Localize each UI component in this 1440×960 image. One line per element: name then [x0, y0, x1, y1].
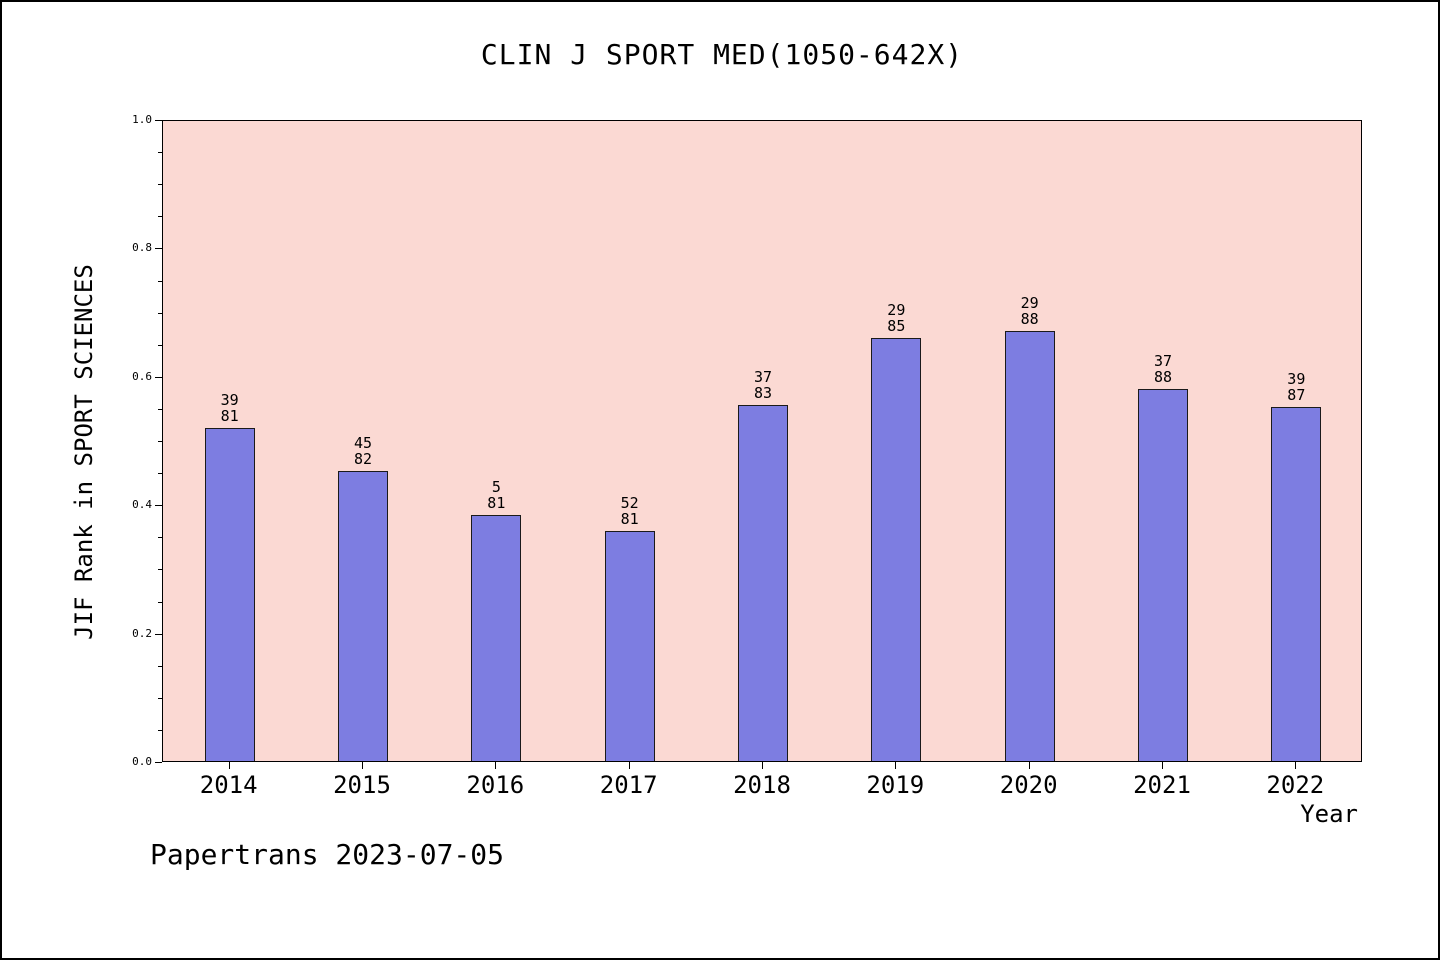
x-tick	[1028, 762, 1030, 769]
x-tick	[495, 762, 497, 769]
y-minor-tick	[158, 697, 162, 699]
bar-2019	[871, 338, 922, 761]
bar-2021	[1138, 389, 1188, 761]
x-tick-label: 2019	[866, 771, 925, 799]
y-minor-tick	[158, 569, 162, 571]
y-tick-label: 0.2	[132, 626, 152, 640]
y-minor-tick	[158, 152, 162, 154]
y-minor-tick	[158, 312, 162, 314]
bar-value-line: 87	[1287, 386, 1306, 404]
y-minor-tick	[158, 184, 162, 186]
bar-value-line: 37	[753, 368, 773, 386]
x-tick-label: 2015	[333, 771, 391, 799]
bar-value-label: 37 88	[1123, 353, 1203, 385]
bar-2020	[1004, 331, 1055, 761]
x-tick	[762, 762, 763, 769]
chart-title: CLIN J SPORT MED(1050-642X)	[480, 38, 964, 71]
bar-value-label: 5 81	[456, 479, 536, 511]
bar-value-line: 81	[620, 510, 639, 528]
x-axis-label: Year	[1300, 800, 1358, 828]
y-tick-label: 0.6	[132, 369, 152, 383]
bar-value-line: 29	[1020, 294, 1039, 312]
bar-value-label: 37 83	[723, 369, 803, 401]
y-minor-tick	[158, 216, 162, 218]
bar-value-line: 88	[1153, 368, 1173, 386]
y-tick-label: 0.8	[132, 241, 152, 255]
bar-value-line: 37	[1153, 352, 1173, 370]
y-axis-label: JIF Rank in SPORT SCIENCES	[70, 264, 98, 640]
x-tick-label: 2016	[466, 771, 525, 799]
bar-value-line: 39	[1287, 370, 1306, 388]
y-tick	[155, 376, 162, 378]
x-tick	[228, 762, 230, 769]
bar-value-label: 52 81	[590, 495, 670, 527]
bar-value-label: 29 88	[990, 295, 1070, 327]
y-minor-tick	[158, 344, 162, 346]
y-minor-tick	[158, 665, 162, 667]
bar-value-line: 52	[620, 494, 639, 512]
y-tick-label: 0.0	[132, 755, 152, 768]
bar-2018	[738, 405, 788, 761]
x-tick-label: 2021	[1133, 771, 1191, 799]
x-tick-label: 2022	[1266, 771, 1325, 799]
bar-2022	[1271, 407, 1322, 761]
y-minor-tick	[158, 280, 162, 282]
bar-value-label: 29 85	[856, 302, 936, 334]
y-tick	[155, 120, 162, 121]
bar-2016	[471, 515, 522, 761]
footer-watermark: Papertrans 2023-07-05	[150, 838, 505, 871]
y-tick	[155, 762, 162, 763]
bar-value-line: 82	[353, 450, 373, 468]
x-tick-label: 2020	[999, 771, 1058, 799]
bar-2015	[338, 471, 388, 761]
bar-value-label: 39 87	[1256, 371, 1336, 403]
bar-value-line: 45	[353, 434, 373, 452]
plot-area: 39 81 45 82 5 81 52 81 37 83 29 85 29 88 37 88 39 87	[162, 120, 1362, 762]
y-minor-tick	[158, 473, 162, 475]
x-tick	[362, 762, 363, 769]
x-tick-label: 2014	[199, 771, 258, 799]
x-tick	[1162, 762, 1163, 769]
bar-value-line: 81	[220, 407, 239, 425]
x-tick	[628, 762, 630, 769]
y-tick	[155, 633, 162, 635]
bar-value-line: 88	[1020, 310, 1039, 328]
x-tick-label: 2018	[733, 771, 791, 799]
bar-value-line: 39	[220, 391, 239, 409]
y-minor-tick	[158, 601, 162, 603]
y-minor-tick	[158, 729, 162, 731]
y-tick-label: 1.0	[132, 113, 152, 126]
y-tick	[155, 505, 162, 507]
y-minor-tick	[158, 441, 162, 442]
x-tick	[895, 762, 897, 769]
bar-2014	[204, 428, 255, 761]
y-tick	[155, 248, 162, 250]
bar-value-line: 85	[887, 317, 906, 335]
y-tick-label: 0.4	[132, 498, 152, 512]
bar-value-line: 29	[887, 301, 906, 319]
bar-2017	[604, 531, 655, 761]
bar-value-line: 81	[487, 494, 506, 512]
x-tick-label: 2017	[599, 771, 658, 799]
x-tick	[1295, 762, 1297, 769]
bar-value-line: 83	[753, 384, 773, 402]
y-minor-tick	[158, 537, 162, 539]
bar-value-line: 5	[491, 478, 501, 496]
bar-value-label: 45 82	[323, 435, 403, 467]
y-minor-tick	[158, 408, 162, 410]
bar-value-label: 39 81	[190, 392, 270, 424]
